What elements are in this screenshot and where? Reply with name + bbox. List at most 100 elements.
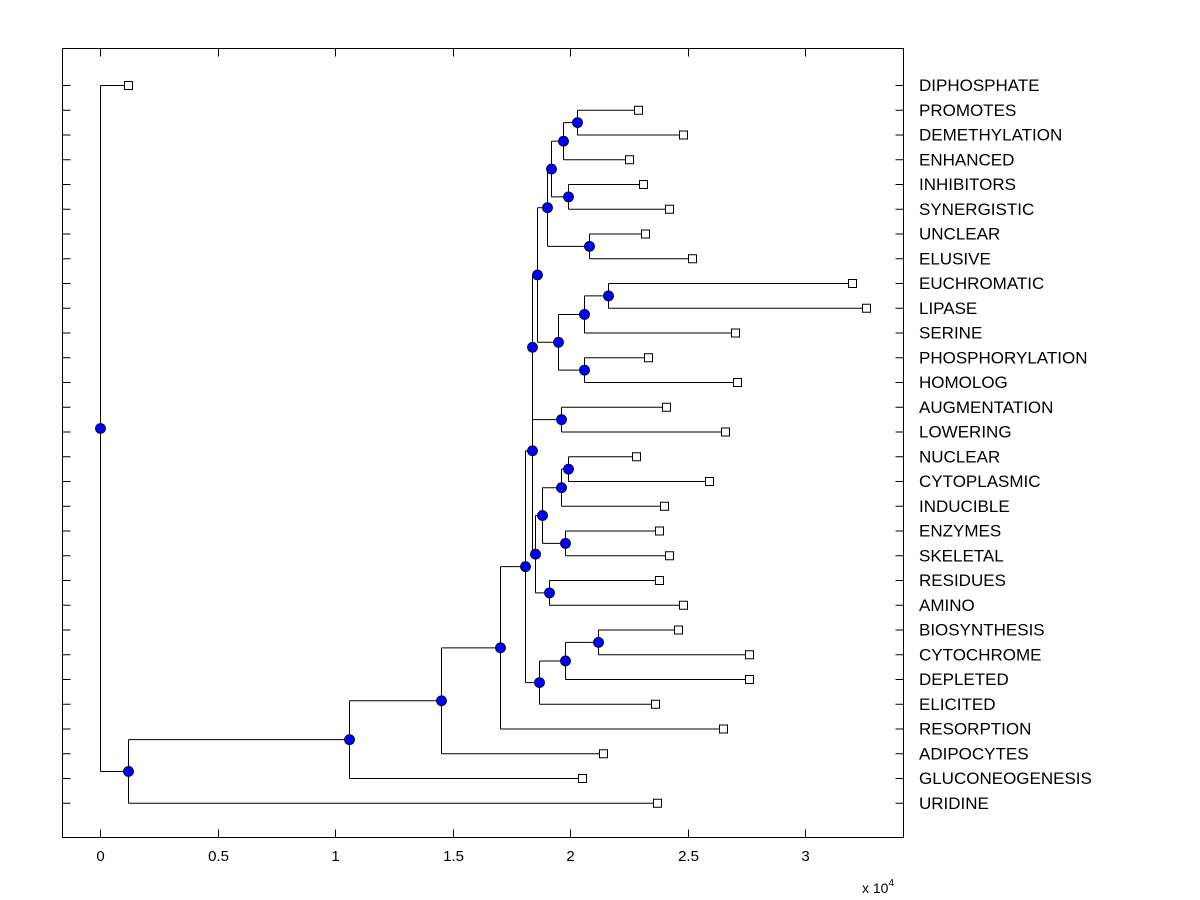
leaf-marker: [641, 229, 650, 239]
node-marker: [593, 636, 604, 648]
x-scale-exponent: 4: [888, 878, 894, 889]
leaf-label: AMINO: [919, 596, 975, 615]
leaf-label: DEPLETED: [919, 670, 1009, 689]
node-marker: [534, 677, 545, 688]
leaf-marker: [655, 526, 664, 536]
leaf-marker: [705, 477, 714, 486]
node-marker: [563, 463, 574, 475]
node-marker: [553, 336, 564, 348]
tree-edges: [100, 85, 867, 804]
leaf-label: LIPASE: [919, 299, 977, 318]
node-marker: [542, 202, 553, 214]
node-marker: [556, 414, 567, 426]
leaf-marker: [634, 105, 643, 115]
node-marker: [532, 269, 543, 281]
leaf-label: RESIDUES: [919, 571, 1006, 590]
node-marker: [560, 537, 571, 549]
node-marker: [579, 309, 590, 320]
leaf-label: URIDINE: [919, 794, 989, 813]
node-marker: [546, 163, 557, 175]
leaf-marker: [655, 576, 664, 585]
leaf-label: GLUCONEOGENESIS: [919, 769, 1092, 788]
node-marker: [558, 135, 569, 147]
node-markers: [95, 117, 614, 777]
x-scale-note: x 104: [862, 878, 894, 896]
x-tick-label: 0.5: [208, 848, 229, 865]
leaf-marker: [719, 724, 728, 734]
leaf-label: RESORPTION: [919, 720, 1031, 739]
leaf-label: ENHANCED: [919, 150, 1014, 169]
x-tick-label: 0: [96, 848, 104, 865]
node-marker: [584, 240, 595, 252]
leaf-marker: [721, 427, 730, 437]
leaf-label: ADIPOCYTES: [919, 744, 1029, 763]
leaf-marker: [733, 378, 742, 387]
node-marker: [436, 695, 447, 707]
node-marker: [572, 117, 583, 129]
x-tick-label: 1: [331, 848, 339, 865]
leaf-markers: [124, 81, 871, 808]
leaf-label: SERINE: [919, 324, 982, 343]
node-marker: [344, 734, 355, 746]
leaf-label: BIOSYNTHESIS: [919, 621, 1045, 640]
node-marker: [527, 341, 538, 353]
x-tick-label: 2: [566, 848, 574, 865]
leaf-label: CYTOCHROME: [919, 645, 1041, 664]
x-tick-labels: 0 0.5 1 1.5 2 2.5 3: [96, 848, 809, 865]
node-marker: [520, 561, 531, 573]
node-marker: [579, 364, 590, 376]
leaf-label: CYTOPLASMIC: [919, 472, 1041, 491]
leaf-marker: [662, 402, 671, 412]
leaf-marker: [653, 798, 662, 808]
leaf-marker: [665, 204, 674, 214]
leaf-label: DIPHOSPHATE: [919, 76, 1040, 95]
leaf-marker: [745, 675, 754, 684]
plot-frame: [62, 48, 904, 838]
leaf-marker: [632, 452, 641, 462]
leaf-label: LOWERING: [919, 423, 1012, 442]
leaf-marker: [578, 774, 587, 783]
axis-ticks: [62, 48, 904, 838]
node-marker: [530, 548, 541, 560]
leaf-label: PROMOTES: [919, 101, 1016, 120]
leaf-label: INHIBITORS: [919, 175, 1016, 194]
x-tick-label: 2.5: [678, 848, 699, 865]
node-marker: [537, 510, 548, 521]
node-marker: [560, 655, 571, 667]
node-marker: [527, 445, 538, 457]
leaf-label: ELICITED: [919, 695, 996, 714]
leaf-marker: [674, 625, 683, 635]
node-marker: [603, 290, 614, 302]
leaf-marker: [862, 303, 871, 313]
leaf-label: ENZYMES: [919, 522, 1001, 541]
leaf-marker: [688, 254, 697, 264]
node-marker: [123, 766, 134, 777]
node-marker: [95, 423, 106, 434]
leaf-label: ELUSIVE: [919, 249, 991, 268]
leaf-marker: [679, 130, 688, 140]
leaf-label: SYNERGISTIC: [919, 200, 1034, 219]
x-tick-label: 3: [801, 848, 809, 865]
leaf-marker: [745, 650, 754, 660]
leaf-label: NUCLEAR: [919, 447, 1000, 466]
node-marker: [495, 642, 506, 654]
leaf-label: INDUCIBLE: [919, 497, 1010, 516]
leaf-label: DEMETHYLATION: [919, 126, 1062, 145]
leaf-marker: [599, 749, 608, 759]
leaf-marker: [639, 180, 648, 189]
leaf-labels: DIPHOSPHATE PROMOTES DEMETHYLATION ENHANCED…: [919, 76, 1092, 813]
node-marker: [544, 587, 555, 599]
leaf-label: AUGMENTATION: [919, 398, 1053, 417]
leaf-label: SKELETAL: [919, 546, 1004, 565]
leaf-marker: [124, 81, 133, 90]
node-marker: [563, 191, 574, 203]
leaf-label: EUCHROMATIC: [919, 274, 1044, 293]
node-marker: [556, 482, 567, 494]
leaf-marker: [651, 699, 660, 709]
leaf-marker: [625, 155, 634, 165]
x-scale-base: x 10: [862, 880, 889, 896]
leaf-label: UNCLEAR: [919, 225, 1000, 244]
x-tick-label: 1.5: [443, 848, 464, 865]
leaf-label: PHOSPHORYLATION: [919, 348, 1087, 367]
